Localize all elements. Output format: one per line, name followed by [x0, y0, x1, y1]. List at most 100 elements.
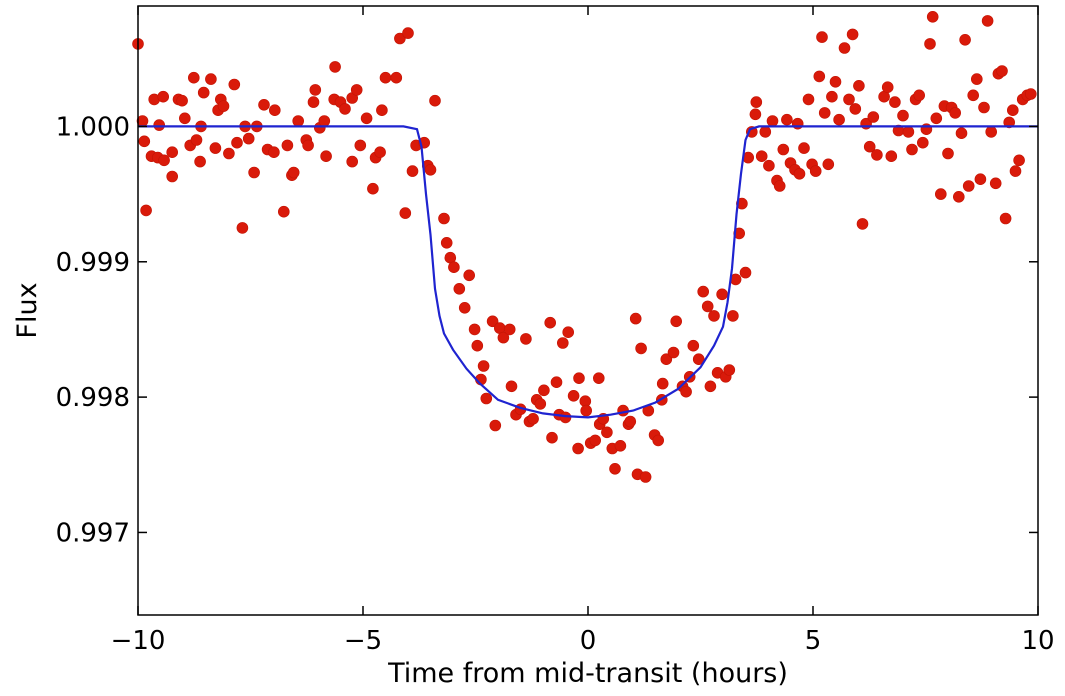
data-point	[809, 165, 822, 177]
data-point	[916, 136, 929, 149]
data-point	[520, 333, 532, 345]
data-point	[538, 384, 550, 397]
data-point	[793, 168, 806, 180]
data-point	[749, 108, 762, 121]
data-point	[733, 227, 746, 240]
data-point	[635, 342, 647, 355]
data-point	[652, 434, 665, 447]
data-point	[176, 94, 188, 107]
data-point	[949, 107, 962, 119]
data-point	[399, 207, 412, 219]
data-point	[818, 107, 831, 119]
data-point	[926, 10, 939, 23]
data-point	[480, 392, 493, 405]
data-point	[277, 205, 290, 218]
data-point	[942, 147, 954, 160]
data-point	[489, 419, 502, 432]
data-point	[339, 103, 351, 115]
data-point	[188, 71, 200, 84]
data-point	[736, 197, 748, 210]
data-point	[318, 115, 331, 127]
data-point	[138, 135, 151, 148]
data-point	[687, 339, 700, 352]
data-point	[624, 415, 637, 428]
data-point	[639, 471, 652, 483]
data-point	[166, 170, 178, 183]
data-point	[826, 90, 838, 103]
data-point	[838, 42, 851, 54]
data-point	[572, 442, 584, 455]
data-point	[258, 99, 270, 111]
x-axis-ticks: −10 −5 0 5 10	[111, 6, 1055, 656]
data-point	[773, 180, 786, 192]
y-tick-label: 0.998	[56, 383, 130, 413]
data-point	[562, 326, 575, 339]
data-point	[970, 73, 983, 85]
data-point	[376, 104, 388, 116]
data-point	[573, 372, 585, 385]
plot-frame	[137, 5, 1039, 616]
y-tick-label: 0.999	[56, 248, 130, 278]
data-point	[967, 89, 980, 102]
data-point	[974, 173, 987, 185]
data-point	[346, 155, 359, 168]
data-point	[307, 96, 320, 108]
data-point	[458, 301, 471, 314]
data-point	[302, 139, 314, 152]
data-point	[701, 300, 714, 313]
data-point	[813, 70, 826, 83]
data-point	[166, 146, 178, 158]
data-point	[955, 127, 968, 139]
x-tick-label: 5	[805, 626, 822, 656]
data-point	[268, 146, 280, 158]
data-point	[527, 412, 539, 425]
data-point	[902, 126, 915, 138]
data-point	[930, 112, 943, 125]
data-point	[739, 266, 752, 279]
data-point	[1025, 88, 1037, 100]
data-point	[601, 426, 613, 439]
x-tick-label: −5	[344, 626, 382, 656]
data-point	[996, 65, 1008, 77]
data-point	[329, 61, 341, 73]
data-point	[763, 159, 775, 172]
data-point	[453, 282, 466, 295]
data-point	[881, 81, 894, 93]
data-points	[132, 10, 1037, 483]
data-point	[248, 166, 260, 179]
data-point	[777, 143, 790, 156]
data-point	[1009, 165, 1022, 177]
data-point	[194, 155, 206, 168]
data-point	[906, 143, 918, 156]
data-point	[556, 337, 569, 349]
data-point	[913, 89, 926, 102]
data-point	[217, 100, 230, 112]
data-point	[863, 140, 876, 153]
data-point	[592, 372, 605, 385]
data-point	[429, 94, 441, 107]
model-fit-line	[138, 125, 1038, 419]
data-point	[1013, 154, 1025, 167]
data-point	[798, 142, 810, 154]
data-point	[497, 331, 510, 344]
y-axis-ticks: 0.997 0.998 0.999 1.000	[56, 112, 1038, 548]
data-point	[424, 164, 437, 176]
data-point	[440, 237, 453, 249]
plot-area	[132, 10, 1038, 483]
data-point	[534, 398, 547, 410]
data-point	[697, 285, 710, 298]
y-tick-label: 1.000	[56, 112, 130, 142]
data-point	[205, 73, 217, 85]
data-point	[934, 188, 947, 200]
data-point	[486, 315, 499, 328]
data-point	[281, 139, 294, 152]
data-point	[680, 385, 692, 398]
data-point	[704, 380, 717, 393]
data-point	[897, 109, 909, 122]
data-point	[374, 146, 386, 158]
data-point	[320, 150, 332, 162]
data-point	[379, 71, 392, 84]
data-point	[140, 204, 152, 217]
data-point	[231, 136, 243, 149]
